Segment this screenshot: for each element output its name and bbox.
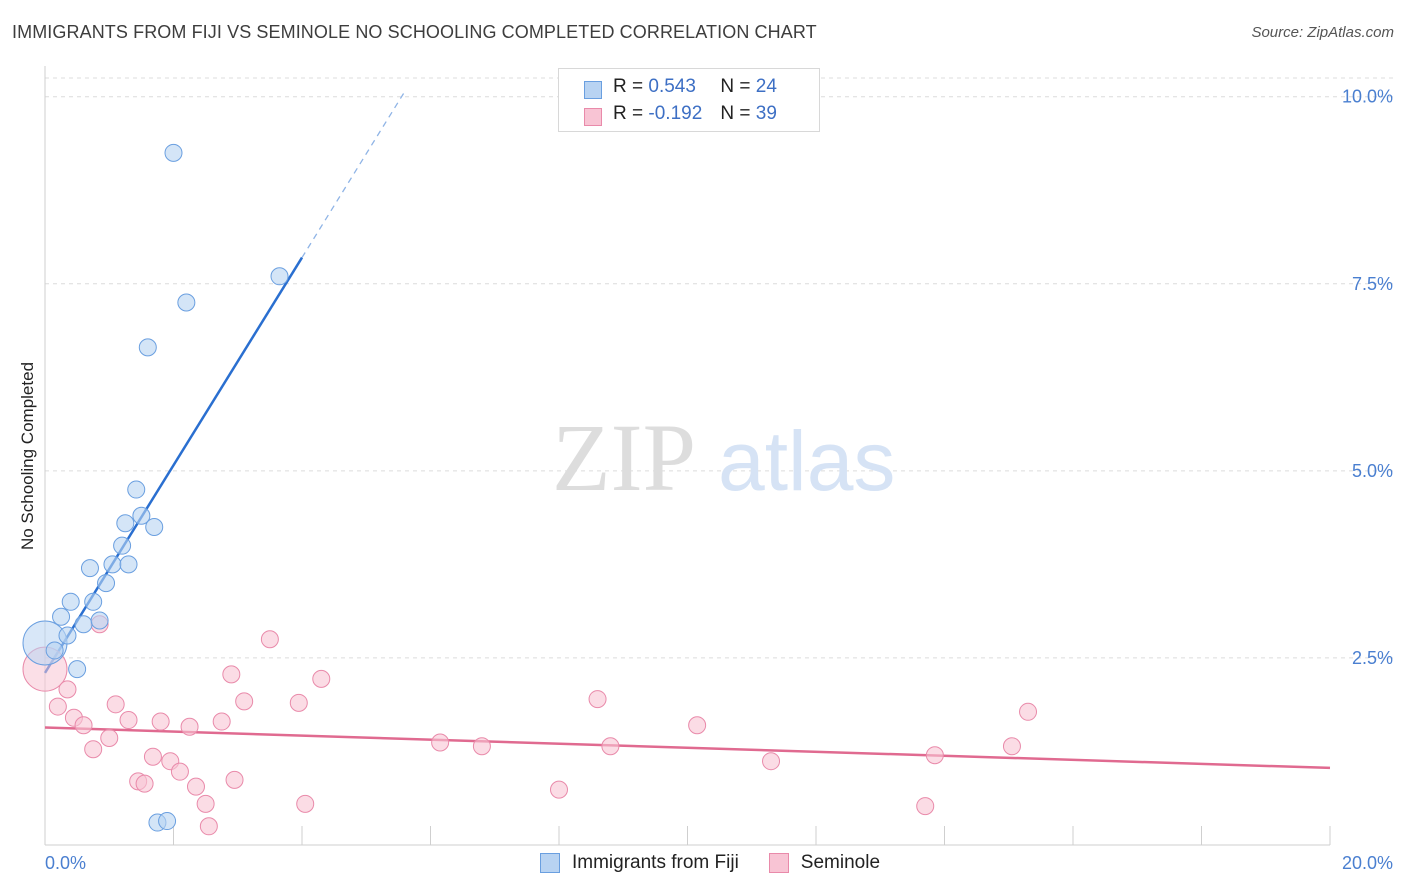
seminole-point [762, 752, 781, 771]
seminole-point [260, 630, 279, 649]
seminole-point [431, 733, 450, 752]
fiji-point [61, 592, 80, 611]
seminole-point [84, 740, 103, 759]
fiji-point [138, 338, 157, 357]
seminole-point [1002, 737, 1021, 756]
x-tick-label-max: 20.0% [1342, 853, 1393, 873]
fiji-point [97, 574, 116, 593]
fiji-point [22, 620, 68, 666]
seminole-legend-label: Seminole [800, 852, 881, 873]
seminole-point [222, 665, 241, 684]
seminole-point [916, 797, 935, 816]
correlation-legend: R = 0.543 N = 24 R = -0.192 N = 39 [558, 68, 820, 132]
seminole-point [151, 712, 170, 731]
seminole-point [135, 774, 154, 793]
fiji-point [103, 555, 122, 574]
fiji-n-value: 24 [755, 76, 777, 97]
seminole-legend-swatch [768, 853, 789, 873]
data-points [22, 143, 1038, 836]
legend-item-fiji: Immigrants from Fiji [540, 852, 739, 874]
seminole-point [100, 728, 119, 747]
fiji-point [127, 480, 146, 499]
y-tick-label: 7.5% [1352, 274, 1393, 294]
fiji-swatch [584, 81, 602, 99]
fiji-point [80, 559, 99, 578]
seminole-n-value: 39 [755, 103, 777, 124]
seminole-trend-line [44, 726, 1331, 770]
seminole-point [212, 712, 231, 731]
y-axis-label: No Schooling Completed [18, 362, 37, 550]
seminole-point [235, 692, 254, 711]
legend-row-seminole: R = -0.192 N = 39 [584, 102, 777, 126]
fiji-point [52, 607, 71, 626]
seminole-point [58, 680, 77, 699]
seminole-point [289, 693, 308, 712]
fiji-legend-swatch [540, 853, 560, 873]
chart-title: IMMIGRANTS FROM FIJI VS SEMINOLE NO SCHO… [12, 22, 817, 42]
seminole-point [119, 711, 138, 730]
seminole-point [472, 737, 491, 756]
axes [44, 66, 1331, 846]
fiji-point [158, 812, 177, 831]
fiji-point [119, 555, 138, 574]
y-tick-labels: 2.5% 5.0% 7.5% 10.0% [1342, 87, 1393, 668]
fiji-point [164, 143, 183, 162]
seminole-point [225, 770, 244, 789]
seminole-point [601, 737, 620, 756]
legend-item-seminole: Seminole [768, 852, 881, 874]
fiji-point [58, 626, 77, 645]
watermark-atlas: atlas [718, 414, 895, 508]
seminole-point [588, 690, 607, 709]
seminole-point [199, 817, 218, 836]
legend-row-fiji: R = 0.543 N = 24 [584, 75, 777, 99]
seminole-point [180, 717, 199, 736]
seminole-point [312, 669, 331, 688]
y-tick-label: 2.5% [1352, 648, 1393, 668]
fiji-point [177, 293, 196, 312]
seminole-point [186, 777, 205, 796]
y-tick-label: 10.0% [1342, 87, 1393, 107]
fiji-n-label: N = [720, 76, 751, 97]
fiji-legend-label: Immigrants from Fiji [572, 852, 739, 873]
seminole-point [296, 794, 315, 813]
seminole-point [196, 794, 215, 813]
seminole-point [688, 716, 707, 735]
fiji-point [45, 641, 64, 660]
fiji-point [132, 506, 151, 525]
source-label: Source: ZipAtlas.com [1251, 24, 1394, 41]
seminole-r-value: -0.192 [648, 103, 703, 124]
grid-lines [45, 77, 1395, 659]
seminole-point [1019, 702, 1038, 721]
fiji-point [68, 660, 87, 679]
fiji-point [145, 517, 164, 536]
fiji-trend-extension [301, 91, 406, 258]
fiji-point [116, 514, 135, 533]
fiji-point [84, 592, 103, 611]
seminole-swatch [584, 108, 602, 126]
watermark-zip: ZIP [552, 404, 696, 511]
seminole-n-label: N = [720, 103, 751, 124]
fiji-point [270, 267, 289, 286]
fiji-r-value: 0.543 [648, 76, 696, 97]
fiji-r-label: R = [613, 76, 644, 97]
seminole-point [143, 747, 162, 766]
seminole-point [48, 697, 67, 716]
fiji-point [74, 615, 93, 634]
seminole-point [925, 746, 944, 765]
seminole-point [550, 780, 568, 799]
seminole-point [74, 716, 93, 735]
y-tick-label: 5.0% [1352, 461, 1393, 481]
fiji-point [113, 536, 132, 555]
x-tick-label-min: 0.0% [45, 853, 86, 873]
seminole-r-label: R = [613, 103, 644, 124]
seminole-point [106, 695, 125, 714]
fiji-trend-line [43, 256, 304, 674]
fiji-point [90, 611, 109, 630]
x-tick-labels: 0.0% 20.0% [45, 853, 1393, 873]
seminole-point [170, 762, 189, 781]
series-legend: Immigrants from Fiji Seminole [540, 852, 910, 874]
